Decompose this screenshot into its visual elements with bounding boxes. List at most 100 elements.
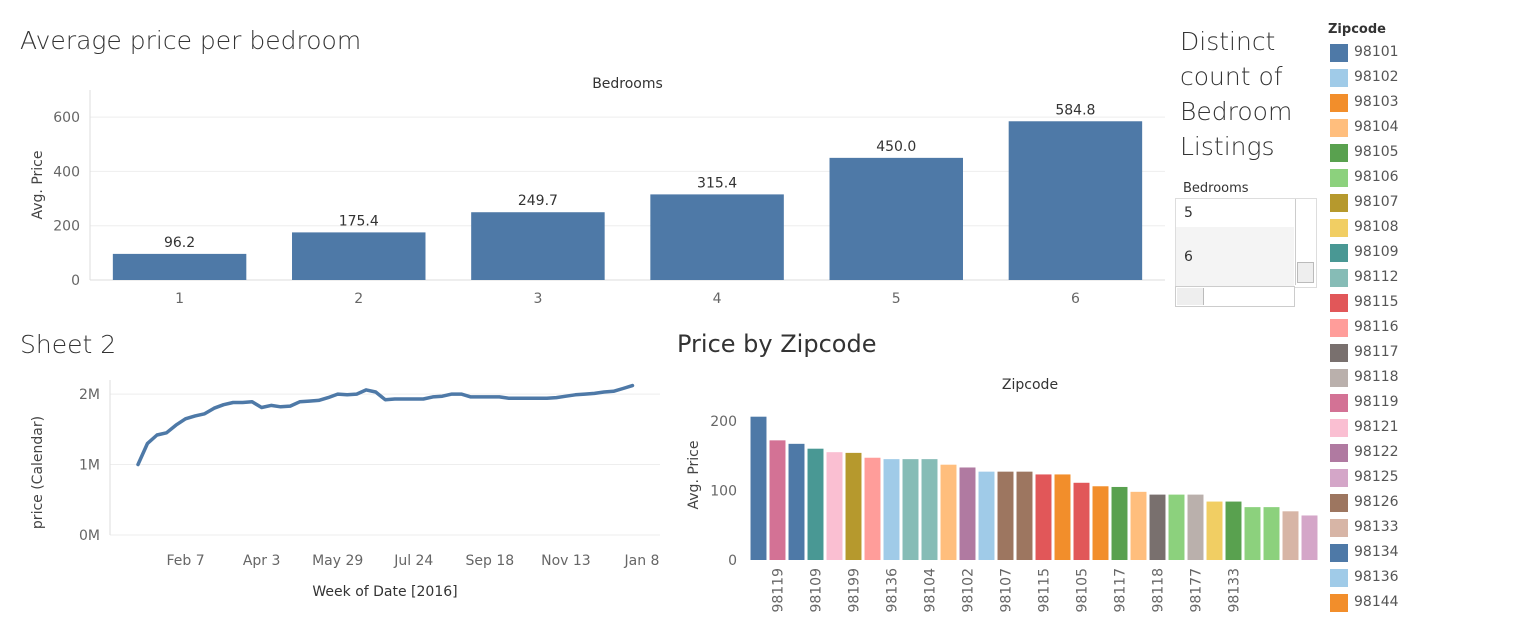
legend-label: 98144 bbox=[1354, 594, 1399, 610]
y-tick-label: 200 bbox=[53, 219, 80, 235]
bar bbox=[826, 452, 843, 560]
x-tick-label: Apr 3 bbox=[243, 553, 281, 569]
filter-title: Distinct count of Bedroom Listings bbox=[1180, 24, 1320, 164]
bar bbox=[978, 471, 995, 560]
legend-label: 98106 bbox=[1354, 169, 1399, 185]
x-tick-label: 98118 bbox=[1151, 568, 1167, 613]
x-tick-label: 98102 bbox=[961, 568, 977, 613]
legend-label: 98134 bbox=[1354, 544, 1399, 560]
chart-title-sheet2: Sheet 2 bbox=[20, 330, 117, 359]
bar bbox=[864, 457, 881, 560]
bar bbox=[112, 253, 247, 280]
filter-title-line-4: Listings bbox=[1180, 132, 1275, 161]
legend-swatch bbox=[1330, 519, 1348, 537]
legend-swatch bbox=[1330, 569, 1348, 587]
y-axis-title: Avg. Price bbox=[30, 151, 46, 220]
bar bbox=[1008, 121, 1143, 280]
bar bbox=[650, 194, 784, 280]
bar bbox=[921, 459, 938, 560]
filter-row-6[interactable]: 6 bbox=[1176, 227, 1294, 287]
legend-label: 98116 bbox=[1354, 319, 1399, 335]
x-tick-label: 98136 bbox=[885, 568, 901, 613]
x-tick-label: 98199 bbox=[847, 568, 863, 613]
bar-value-label: 315.4 bbox=[697, 175, 737, 191]
x-tick-label: Jan 8 bbox=[624, 553, 660, 569]
legend-label: 98102 bbox=[1354, 69, 1399, 85]
scrollbar-thumb[interactable] bbox=[1297, 262, 1314, 283]
legend-label: 98107 bbox=[1354, 194, 1399, 210]
legend-swatch bbox=[1330, 319, 1348, 337]
x-tick-label: 98133 bbox=[1227, 568, 1243, 613]
x-tick-label: Nov 13 bbox=[541, 553, 591, 569]
legend-swatch bbox=[1330, 169, 1348, 187]
x-tick-label: 98115 bbox=[1037, 568, 1053, 613]
bar bbox=[1301, 515, 1318, 560]
filter-horizontal-scrollbar[interactable] bbox=[1175, 286, 1295, 307]
price-by-zipcode-bar-chart: 0 100 200 Zipcode Avg. Price 98119 98109 98199 9… bbox=[686, 377, 1318, 613]
bar bbox=[292, 232, 426, 280]
legend-swatch bbox=[1330, 219, 1348, 237]
bar-value-label: 450.0 bbox=[876, 139, 916, 155]
bar bbox=[1149, 494, 1166, 560]
filter-row-5[interactable]: 5 bbox=[1176, 199, 1294, 227]
bar bbox=[788, 443, 805, 560]
x-tick-label: Sep 18 bbox=[466, 553, 515, 569]
scrollbar-thumb[interactable] bbox=[1177, 288, 1204, 305]
legend-label: 98108 bbox=[1354, 219, 1399, 235]
bar bbox=[1168, 494, 1185, 560]
legend-label: 98104 bbox=[1354, 119, 1399, 135]
x-tick-label: 98105 bbox=[1075, 568, 1091, 613]
filter-list[interactable]: 5 6 bbox=[1175, 198, 1317, 288]
x-tick-label: May 29 bbox=[312, 553, 363, 569]
legend-swatch bbox=[1330, 119, 1348, 137]
legend-label: 98103 bbox=[1354, 94, 1399, 110]
bar bbox=[1073, 482, 1090, 560]
x-axis-title: Week of Date [2016] bbox=[312, 584, 457, 600]
bar-value-label: 249.7 bbox=[518, 193, 558, 209]
legend-label: 98133 bbox=[1354, 519, 1399, 535]
bar bbox=[769, 440, 786, 560]
legend-label: 98101 bbox=[1354, 44, 1399, 60]
y-axis-title: price (Calendar) bbox=[30, 416, 46, 529]
y-tick-label: 600 bbox=[53, 110, 80, 126]
bar bbox=[1130, 491, 1147, 560]
x-tick-label: 98177 bbox=[1189, 568, 1205, 613]
filter-vertical-scrollbar[interactable] bbox=[1295, 199, 1315, 285]
legend-label: 98105 bbox=[1354, 144, 1399, 160]
legend-label: 98121 bbox=[1354, 419, 1399, 435]
y-tick-label: 400 bbox=[53, 164, 80, 180]
column-header: Zipcode bbox=[1002, 377, 1058, 393]
bar bbox=[997, 471, 1014, 560]
legend-label: 98112 bbox=[1354, 269, 1399, 285]
filter-row-label: 6 bbox=[1184, 249, 1193, 265]
bar bbox=[1092, 486, 1109, 560]
x-tick-label: Jul 24 bbox=[393, 553, 433, 569]
legend-swatch bbox=[1330, 344, 1348, 362]
avg-price-bar-chart: 0 200 400 600 Avg. Price Bedrooms 96.2 1 175.4 2 2… bbox=[30, 76, 1165, 307]
chart-title-price-by-zipcode: Price by Zipcode bbox=[677, 330, 877, 358]
legend-label: 98126 bbox=[1354, 494, 1399, 510]
bar bbox=[807, 448, 824, 560]
x-tick-label: 98117 bbox=[1113, 568, 1129, 613]
legend-swatch bbox=[1330, 444, 1348, 462]
bar bbox=[845, 452, 862, 560]
y-tick-label: 2M bbox=[79, 387, 100, 403]
x-tick-label: 4 bbox=[713, 291, 722, 307]
legend-label: 98125 bbox=[1354, 469, 1399, 485]
y-tick-label: 100 bbox=[710, 483, 737, 499]
filter-title-line-3: Bedroom bbox=[1180, 97, 1293, 126]
x-tick-label: 3 bbox=[533, 291, 542, 307]
y-tick-label: 0 bbox=[728, 553, 737, 569]
bar bbox=[1187, 494, 1204, 560]
legend-swatch bbox=[1330, 594, 1348, 612]
legend-swatch bbox=[1330, 44, 1348, 62]
legend-swatch bbox=[1330, 244, 1348, 262]
legend-swatch bbox=[1330, 494, 1348, 512]
x-tick-label: 98107 bbox=[999, 568, 1015, 613]
legend-swatch bbox=[1330, 269, 1348, 287]
bar bbox=[1035, 474, 1052, 560]
bar bbox=[1016, 471, 1033, 560]
legend-label: 98136 bbox=[1354, 569, 1399, 585]
legend-swatch bbox=[1330, 294, 1348, 312]
legend-label: 98122 bbox=[1354, 444, 1399, 460]
